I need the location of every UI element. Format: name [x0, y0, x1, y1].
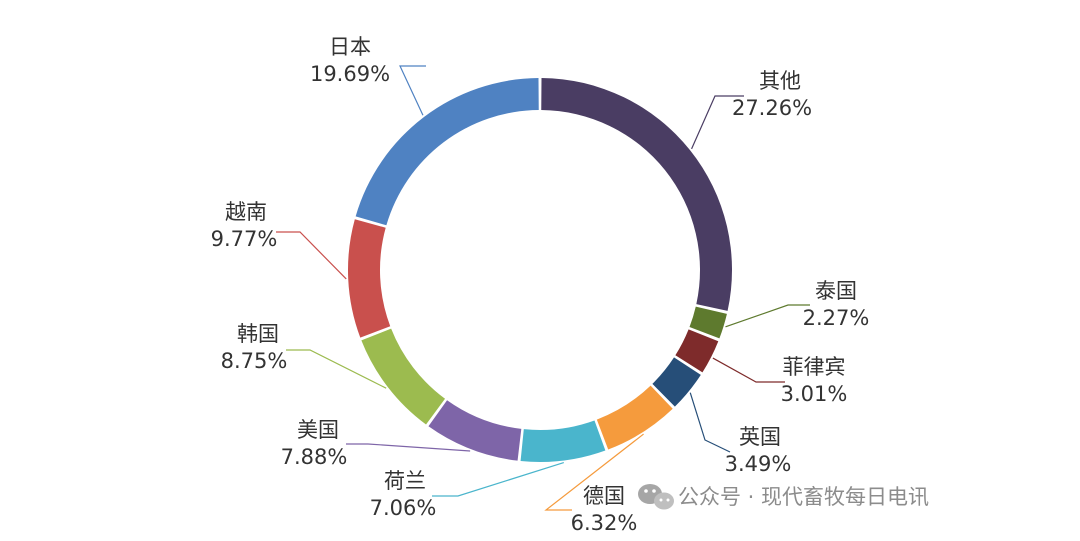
watermark: 公众号 · 现代畜牧每日电讯	[638, 484, 929, 510]
leader-line-韩国	[286, 349, 387, 389]
slice-label-韩国: 韩国	[237, 322, 279, 346]
slice-美国	[428, 400, 522, 461]
slice-泰国	[689, 306, 727, 339]
slice-label-德国: 德国	[583, 484, 625, 508]
leader-line-其他	[691, 95, 744, 150]
leader-line-荷兰	[432, 461, 564, 497]
leader-line-菲律宾	[712, 357, 785, 383]
slice-label-美国: 美国	[297, 418, 339, 442]
leader-lines	[276, 65, 810, 511]
slice-日本	[355, 78, 539, 226]
leader-line-日本	[399, 65, 426, 116]
slice-value-越南: 9.77%	[211, 227, 278, 251]
leader-line-英国	[689, 392, 731, 453]
wechat-icon	[638, 484, 674, 510]
watermark-text: 公众号 · 现代畜牧每日电讯	[678, 485, 929, 509]
slice-label-其他: 其他	[759, 69, 801, 93]
leader-line-美国	[346, 443, 471, 452]
slice-value-韩国: 8.75%	[221, 349, 288, 373]
slice-越南	[348, 219, 391, 338]
leader-line-德国	[544, 433, 644, 511]
slice-荷兰	[520, 420, 606, 462]
leader-line-泰国	[725, 304, 810, 328]
slice-value-荷兰: 7.06%	[370, 496, 437, 520]
slice-label-菲律宾: 菲律宾	[783, 355, 846, 379]
slice-label-越南: 越南	[225, 200, 267, 224]
slice-labels: 其他 27.26% 泰国 2.27% 菲律宾 3.01%英国 3.49% 德国 6.32% 荷兰 7…	[211, 35, 870, 535]
slice-label-荷兰: 荷兰	[384, 469, 426, 493]
slice-value-菲律宾: 3.01%	[781, 382, 848, 406]
slice-label-泰国: 泰国	[815, 279, 857, 303]
slice-德国	[596, 385, 673, 450]
donut-slices	[348, 78, 732, 462]
slice-英国	[652, 357, 701, 407]
slice-菲律宾	[675, 329, 719, 373]
slice-label-日本: 日本	[329, 35, 371, 59]
slice-value-日本: 19.69%	[310, 62, 390, 86]
slice-韩国	[361, 328, 446, 425]
slice-value-美国: 7.88%	[281, 445, 348, 469]
slice-其他	[541, 78, 732, 311]
leader-line-越南	[276, 231, 347, 280]
slice-value-其他: 27.26%	[732, 96, 812, 120]
slice-label-英国: 英国	[739, 425, 781, 449]
slice-value-泰国: 2.27%	[803, 306, 870, 330]
slice-value-英国: 3.49%	[725, 452, 792, 476]
slice-value-德国: 6.32%	[571, 511, 638, 535]
